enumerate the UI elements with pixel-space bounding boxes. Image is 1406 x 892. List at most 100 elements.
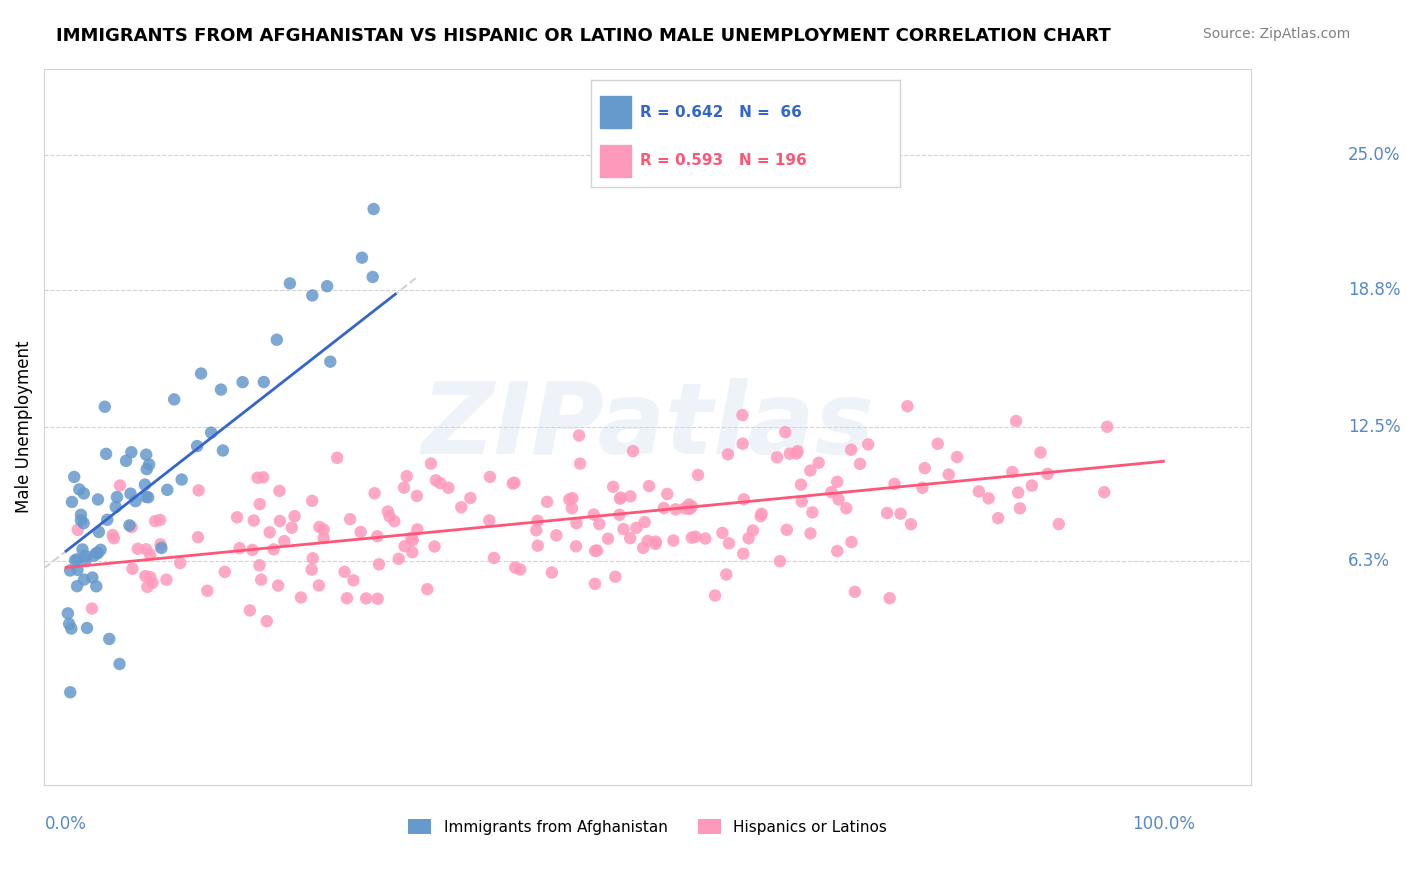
Point [609, 491, 631, 505]
Point [156, 483, 179, 497]
Point [56, 607, 79, 621]
Point [378, 509, 401, 524]
Point [190, 367, 212, 381]
Point [1047, 517, 1070, 532]
Point [281, 521, 304, 535]
Point [392, 481, 415, 495]
Point [377, 504, 399, 518]
Point [72, 542, 94, 557]
Point [186, 439, 208, 453]
Point [779, 447, 801, 461]
Point [342, 574, 364, 588]
Point [900, 517, 922, 532]
Point [583, 577, 606, 591]
FancyBboxPatch shape [600, 96, 631, 128]
Point [1008, 501, 1031, 516]
Point [540, 566, 562, 580]
Point [1095, 419, 1118, 434]
Point [568, 428, 591, 442]
Point [367, 591, 389, 606]
Point [366, 529, 388, 543]
Text: Source: ZipAtlas.com: Source: ZipAtlas.com [1202, 27, 1350, 41]
FancyBboxPatch shape [600, 145, 631, 177]
Point [766, 450, 789, 465]
Point [1007, 485, 1029, 500]
Point [121, 520, 143, 534]
Point [135, 462, 157, 476]
Point [170, 473, 193, 487]
Point [75, 549, 97, 563]
Point [546, 528, 568, 542]
Point [807, 456, 830, 470]
Point [253, 375, 276, 389]
Point [308, 520, 330, 534]
Point [139, 548, 162, 562]
Point [90, 542, 112, 557]
Point [105, 490, 128, 504]
Point [751, 507, 773, 521]
Point [284, 509, 307, 524]
Point [827, 492, 849, 507]
Point [150, 541, 173, 555]
Point [388, 551, 411, 566]
Point [382, 514, 405, 528]
Point [363, 486, 385, 500]
Point [536, 495, 558, 509]
Point [75, 553, 97, 567]
Point [301, 551, 323, 566]
Point [124, 494, 146, 508]
Point [312, 523, 335, 537]
Point [883, 476, 905, 491]
Y-axis label: Male Unemployment: Male Unemployment [15, 341, 32, 513]
Point [717, 447, 740, 461]
Point [619, 489, 641, 503]
Point [711, 525, 734, 540]
Point [569, 457, 592, 471]
Point [301, 493, 323, 508]
Point [259, 525, 281, 540]
Point [149, 513, 172, 527]
Point [59, 685, 82, 699]
Point [717, 536, 740, 550]
Point [662, 533, 685, 548]
Point [267, 578, 290, 592]
Point [228, 541, 250, 556]
Point [482, 550, 505, 565]
Point [790, 477, 813, 491]
Point [644, 534, 666, 549]
Point [212, 443, 235, 458]
Point [118, 518, 141, 533]
Point [256, 614, 278, 628]
Point [509, 563, 531, 577]
Point [733, 547, 755, 561]
Point [242, 514, 264, 528]
Point [799, 464, 821, 478]
Point [582, 508, 605, 522]
Point [135, 448, 157, 462]
Point [249, 497, 271, 511]
Point [120, 486, 142, 500]
Point [631, 541, 654, 555]
Point [967, 484, 990, 499]
Point [394, 539, 416, 553]
Point [889, 507, 911, 521]
Point [790, 494, 813, 508]
Point [637, 533, 659, 548]
Text: 0.0%: 0.0% [45, 815, 87, 833]
Point [769, 554, 792, 568]
Point [478, 470, 501, 484]
Point [844, 585, 866, 599]
Point [86, 546, 108, 560]
Point [626, 521, 648, 535]
Point [94, 447, 117, 461]
Point [678, 502, 700, 516]
Point [195, 583, 218, 598]
Point [136, 490, 159, 504]
Point [395, 469, 418, 483]
Point [269, 483, 291, 498]
Point [70, 508, 93, 522]
Point [316, 279, 339, 293]
Point [605, 569, 627, 583]
Point [911, 481, 934, 495]
Point [115, 454, 138, 468]
